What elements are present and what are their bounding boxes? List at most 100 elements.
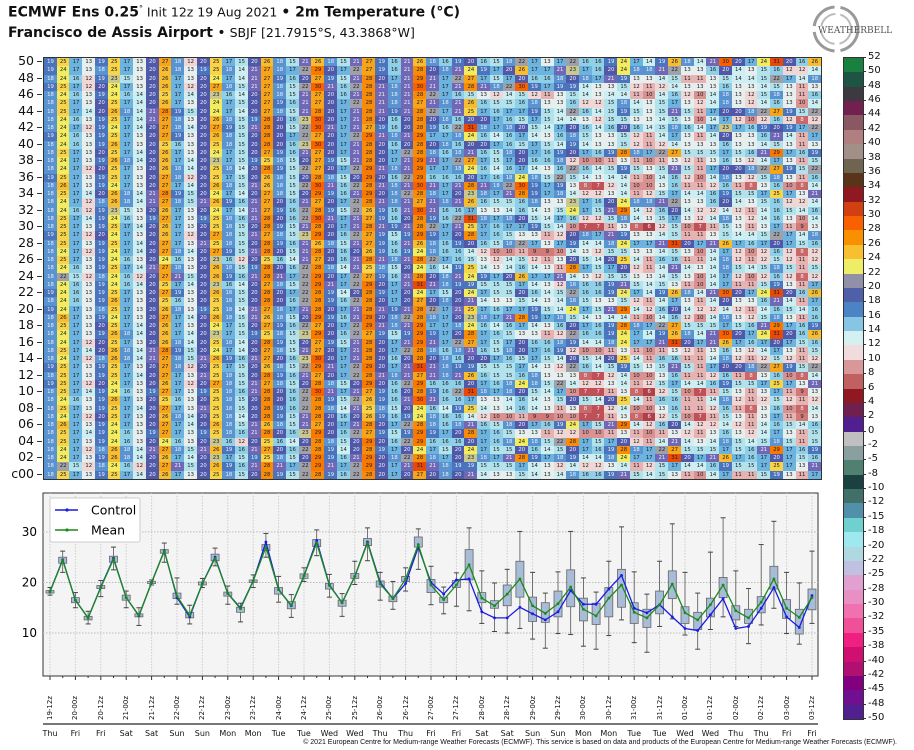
heatmap-cell: 29	[311, 280, 325, 290]
heatmap-cell: 16	[235, 462, 249, 472]
heatmap-cell: 17	[578, 305, 592, 315]
heatmap-cell: 18	[222, 66, 236, 75]
heatmap-cell: 27	[158, 214, 172, 224]
heatmap-cell: 11	[795, 264, 809, 273]
heatmap-cell: 10	[744, 115, 758, 125]
heatmap-cell: 19	[145, 214, 159, 224]
heatmap-cell: 27	[158, 198, 172, 207]
heatmap-cell: 20	[451, 313, 465, 323]
heatmap-cell: 27	[158, 445, 172, 455]
heatmap-cell: 20	[731, 330, 745, 339]
heatmap-cell: 15	[553, 396, 567, 405]
heatmap-cell: 18	[502, 388, 516, 397]
heatmap-cell: 11	[629, 379, 643, 389]
colorbar-segment	[844, 460, 863, 476]
heatmap-cell: 16	[387, 379, 401, 389]
heatmap-cell: 17	[120, 58, 134, 67]
heatmap-cell: 13	[668, 157, 682, 166]
heatmap-cell: 20	[719, 297, 733, 306]
heatmap-cell: 11	[795, 280, 809, 290]
heatmap-cell: 14	[617, 371, 631, 381]
heatmap-cell: 25	[107, 165, 121, 174]
heatmap-cell: 28	[362, 289, 376, 298]
heatmap-cell: 17	[171, 74, 185, 84]
heatmap-cell: 15	[235, 247, 249, 257]
heatmap-cell: 21	[400, 371, 414, 381]
heatmap-cell: 15	[489, 363, 503, 372]
heatmap-cell: 15	[604, 107, 618, 117]
heatmap-cell: 28	[260, 115, 274, 125]
heatmap-cell: 15	[120, 206, 134, 216]
day-label: Mon	[244, 729, 262, 738]
heatmap-cell: 21	[502, 190, 516, 199]
heatmap-cell: 20	[145, 99, 159, 108]
heatmap-cell: 10	[680, 412, 694, 422]
heatmap-cell: 20	[247, 363, 261, 372]
heatmap-cell: 15	[668, 247, 682, 257]
heatmap-cell: 26	[515, 272, 529, 282]
colorbar-segment	[844, 230, 863, 246]
heatmap-cell: 18	[617, 214, 631, 224]
heatmap-cell: 14	[133, 115, 147, 125]
heatmap-cell: 18	[44, 190, 58, 199]
heatmap-cell: 13	[553, 198, 567, 207]
y-tick	[37, 160, 42, 162]
heatmap-cell: 27	[311, 132, 325, 141]
box	[718, 577, 728, 599]
heatmap-cell: 15	[540, 305, 554, 315]
heatmap-cell: 16	[438, 388, 452, 397]
heatmap-cell: 13	[133, 388, 147, 397]
heatmap-cell: 18	[273, 313, 287, 323]
heatmap-cell: 15	[706, 148, 720, 158]
heatmap-cell: 21	[808, 190, 822, 199]
heatmap-cell: 14	[642, 280, 656, 290]
heatmap-cell: 13	[133, 132, 147, 141]
heatmap-cell: 17	[171, 371, 185, 381]
heatmap-cell: 10	[578, 346, 592, 356]
heatmap-cell: 18	[120, 454, 134, 463]
heatmap-cell: 18	[719, 256, 733, 265]
data-point	[61, 558, 65, 562]
heatmap-cell: 26	[158, 66, 172, 75]
heatmap-cell: 12	[680, 91, 694, 100]
heatmap-cell: 14	[133, 280, 147, 290]
heatmap-cell: 20	[196, 322, 210, 331]
heatmap-cell: 17	[578, 148, 592, 158]
heatmap-cell: 13	[82, 264, 96, 273]
heatmap-cell: 19	[426, 124, 440, 133]
heatmap-cell: 18	[222, 429, 236, 439]
heatmap-cell: 20	[196, 289, 210, 298]
heatmap-cell: 14	[528, 280, 542, 290]
heatmap-cell: 21	[349, 58, 363, 67]
heatmap-cell: 15	[604, 363, 618, 372]
heatmap-cell: 13	[184, 115, 198, 125]
heatmap-cell: 18	[44, 206, 58, 216]
heatmap-cell: 18	[426, 58, 440, 67]
heatmap-cell: 12	[693, 421, 707, 430]
heatmap-cell: 16	[451, 91, 465, 100]
colorbar-label: 40	[868, 137, 881, 149]
colorbar-tick	[863, 502, 866, 504]
heatmap-cell: 14	[578, 313, 592, 323]
heatmap-cell: 21	[604, 231, 618, 240]
heatmap-cell: 17	[69, 190, 83, 199]
heatmap-cell: 15	[795, 338, 809, 348]
heatmap-cell: 29	[413, 338, 427, 348]
day-label: Tue	[627, 729, 642, 738]
heatmap-cell: 14	[133, 107, 147, 117]
y-tick	[37, 292, 42, 294]
x-tick-label: 23-12z	[249, 695, 258, 720]
heatmap-cell: 25	[464, 223, 478, 232]
heatmap-cell: 17	[477, 74, 491, 84]
heatmap-cell: 13	[489, 470, 503, 480]
member-label: 44	[18, 102, 34, 118]
heatmap-cell: 22	[298, 297, 312, 306]
weatherbell-logo: WEATHERBELL	[812, 5, 892, 53]
heatmap-cell: 20	[324, 165, 338, 174]
heatmap-cell: 13	[680, 115, 694, 125]
heatmap-cell: 15	[744, 379, 758, 389]
heatmap-cell: 21	[451, 82, 465, 92]
heatmap-cell: 25	[209, 239, 223, 249]
data-point	[797, 615, 801, 619]
heatmap-cell: 13	[808, 412, 822, 422]
